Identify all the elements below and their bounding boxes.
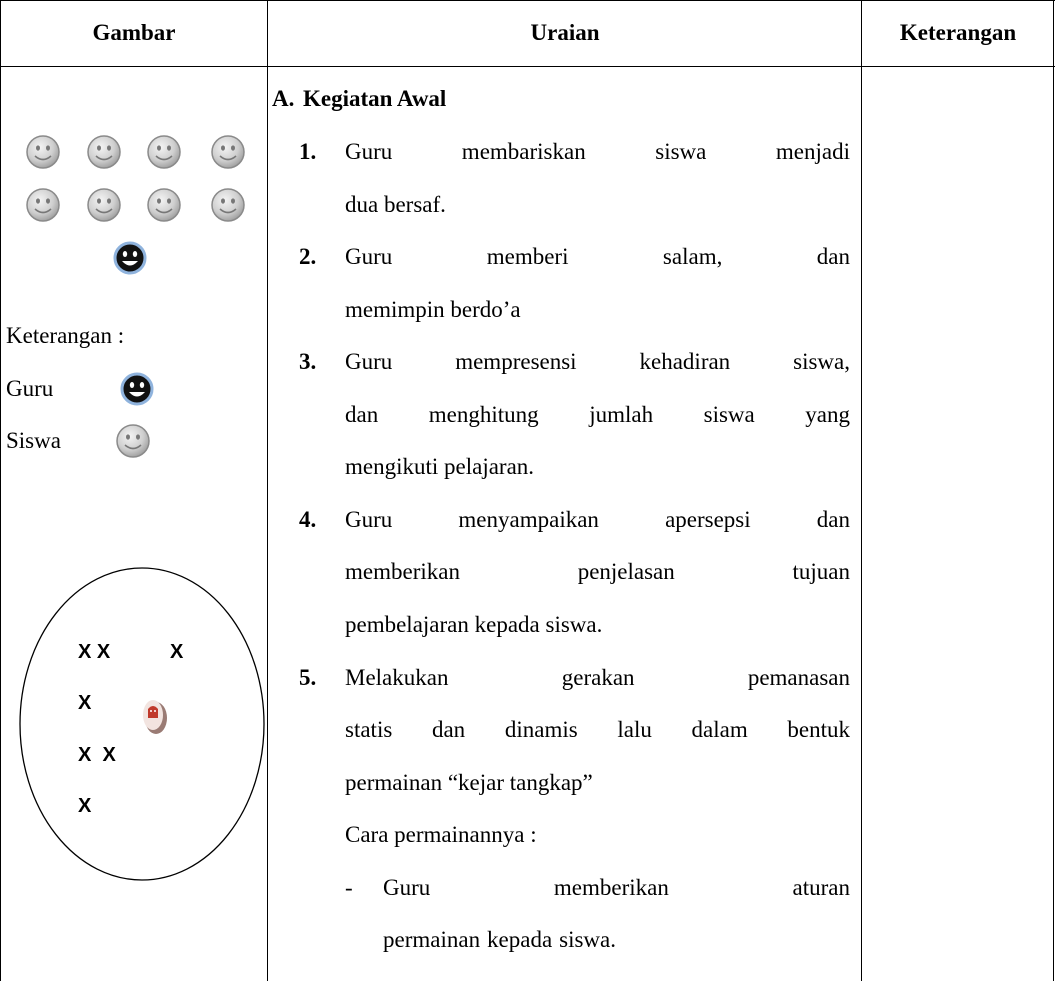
border [861, 0, 862, 981]
item-line: Guru membariskan siswa menjadi [345, 139, 850, 164]
legend-item: Guru [6, 376, 54, 401]
item-line: dua bersaf. [345, 191, 446, 217]
step-line: permainan kepada siswa. [383, 927, 616, 953]
item-line: memberikan penjelasan tujuan [345, 559, 850, 585]
item-line: Guru mempresensi kehadiran siswa, [345, 349, 850, 375]
column-header: Gambar [92, 20, 176, 45]
item-line: permainan “kejar tangkap” [345, 769, 593, 795]
border [1053, 0, 1054, 981]
item-line: mengikuti pelajaran. [345, 454, 535, 480]
item-line: Melakukan gerakan pemanasan [345, 664, 850, 690]
step-line: Guru memberikan aturan [383, 874, 850, 900]
border [0, 0, 1, 981]
border [0, 66, 1055, 67]
step-bullet: - [345, 874, 353, 900]
item-line: Guru memberi salam, dan [345, 244, 850, 270]
formation-figure [19, 135, 265, 881]
item-line: Guru menyampaikan apersepsi dan [345, 506, 850, 532]
item-number: 1. [299, 139, 317, 164]
section-label: A. [272, 86, 295, 111]
game-mark: X X [78, 641, 111, 663]
game-mark: X X [78, 744, 116, 766]
item-number: 2. [299, 244, 317, 270]
legend-title: Keterangan : [6, 323, 125, 348]
game-mark: X [78, 795, 92, 817]
item-number: 3. [299, 349, 317, 375]
section-title: Kegiatan Awal [303, 86, 447, 111]
item-number: 5. [299, 664, 317, 690]
item-line: pembelajaran kepada siswa. [345, 611, 603, 637]
item-line: dan menghitung jumlah siswa yang [345, 401, 850, 427]
game-mark: X [170, 641, 184, 663]
column-header: Uraian [530, 20, 600, 45]
border [0, 0, 1055, 1]
legend-item: Siswa [6, 428, 61, 453]
column-header: Keterangan [899, 20, 1017, 45]
note: Cara permainannya : [345, 822, 537, 848]
item-line: memimpin berdo’a [345, 296, 521, 322]
border [267, 0, 268, 981]
item-number: 4. [299, 506, 317, 532]
game-mark: X [78, 692, 92, 714]
item-line: statis dan dinamis lalu dalam bentuk [345, 717, 850, 743]
